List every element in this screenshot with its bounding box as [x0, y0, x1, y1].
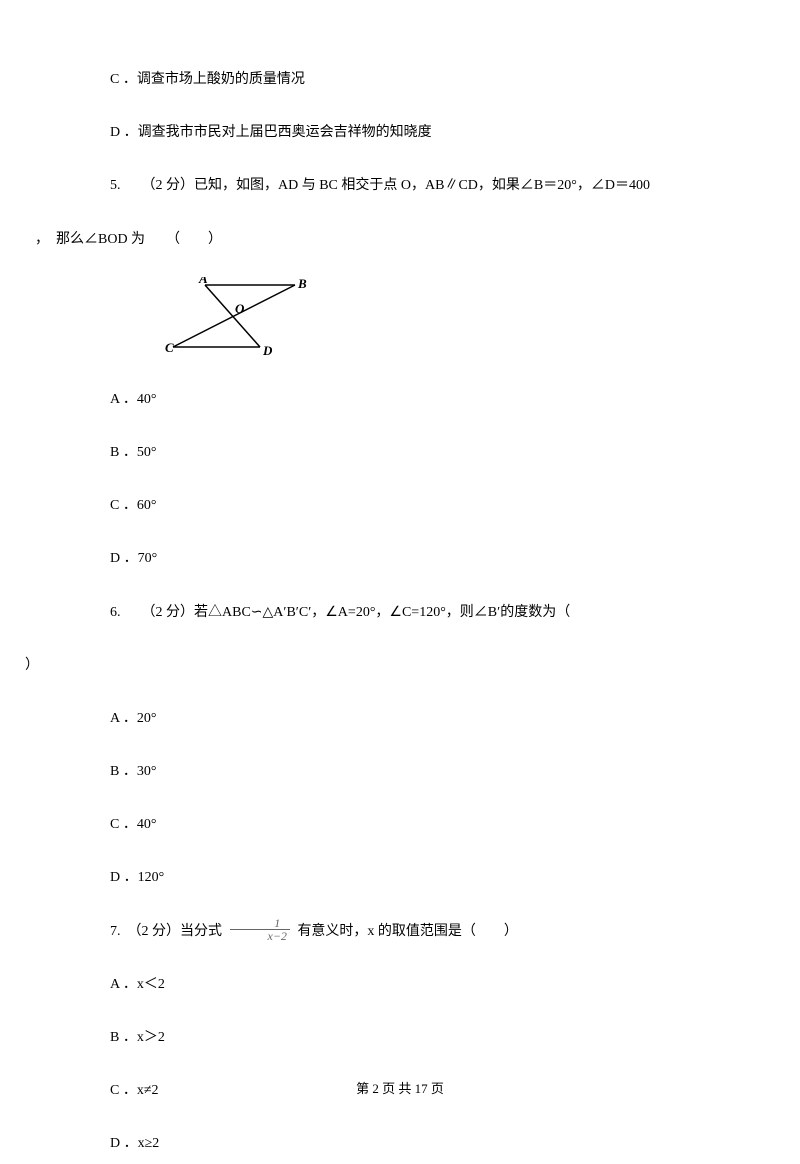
- q5-opt-a: A ．40°: [75, 380, 725, 419]
- q7-opt-d: D ．x≥2: [75, 1124, 725, 1163]
- label-c: C: [165, 340, 174, 355]
- label-a: A: [198, 277, 208, 286]
- q7-text: 7. （2 分）当分式 1x−2 有意义时，x 的取值范围是（ ）: [75, 912, 725, 951]
- q5-opt-b: B ．50°: [75, 433, 725, 472]
- option-d: D ．调查我市市民对上届巴西奥运会吉祥物的知晓度: [75, 113, 725, 152]
- q6-opt-b: B ．30°: [75, 752, 725, 791]
- q6-close: ）: [25, 646, 725, 685]
- q7-suffix: 有意义时，x 的取值范围是（ ）: [294, 924, 518, 939]
- q5-text-line1: 5. （2 分）已知，如图，AD 与 BC 相交于点 O，AB∥CD，如果∠B＝…: [75, 166, 725, 205]
- q7-opt-b: B ．x＞2: [75, 1018, 725, 1057]
- q6-opt-a: A ．20°: [75, 699, 725, 738]
- page-footer: 第 2 页 共 17 页: [0, 1078, 800, 1097]
- q7-prefix: 7. （2 分）当分式: [110, 924, 226, 939]
- frac-denominator: x−2: [230, 930, 290, 942]
- label-o: O: [235, 301, 245, 316]
- option-c: C ．调查市场上酸奶的质量情况: [75, 60, 725, 99]
- q6-opt-c: C ．40°: [75, 805, 725, 844]
- q5-opt-d: D ．70°: [75, 539, 725, 578]
- q6-opt-d: D ．120°: [75, 858, 725, 897]
- geometry-figure: A B C D O: [165, 277, 315, 362]
- q7-opt-a: A ．x＜2: [75, 965, 725, 1004]
- label-b: B: [297, 277, 307, 291]
- frac-numerator: 1: [230, 917, 290, 930]
- q5-text-line2: ， 那么∠BOD 为 （ ）: [35, 220, 725, 259]
- document-body: C ．调查市场上酸奶的质量情况 D ．调查我市市民对上届巴西奥运会吉祥物的知晓度…: [75, 60, 725, 1164]
- fraction: 1x−2: [230, 917, 290, 942]
- q5-diagram: A B C D O: [165, 277, 315, 362]
- q5-opt-c: C ．60°: [75, 486, 725, 525]
- q6-text: 6. （2 分）若△ABC∽△A′B′C′，∠A=20°，∠C=120°，则∠B…: [75, 593, 725, 632]
- label-d: D: [262, 343, 273, 358]
